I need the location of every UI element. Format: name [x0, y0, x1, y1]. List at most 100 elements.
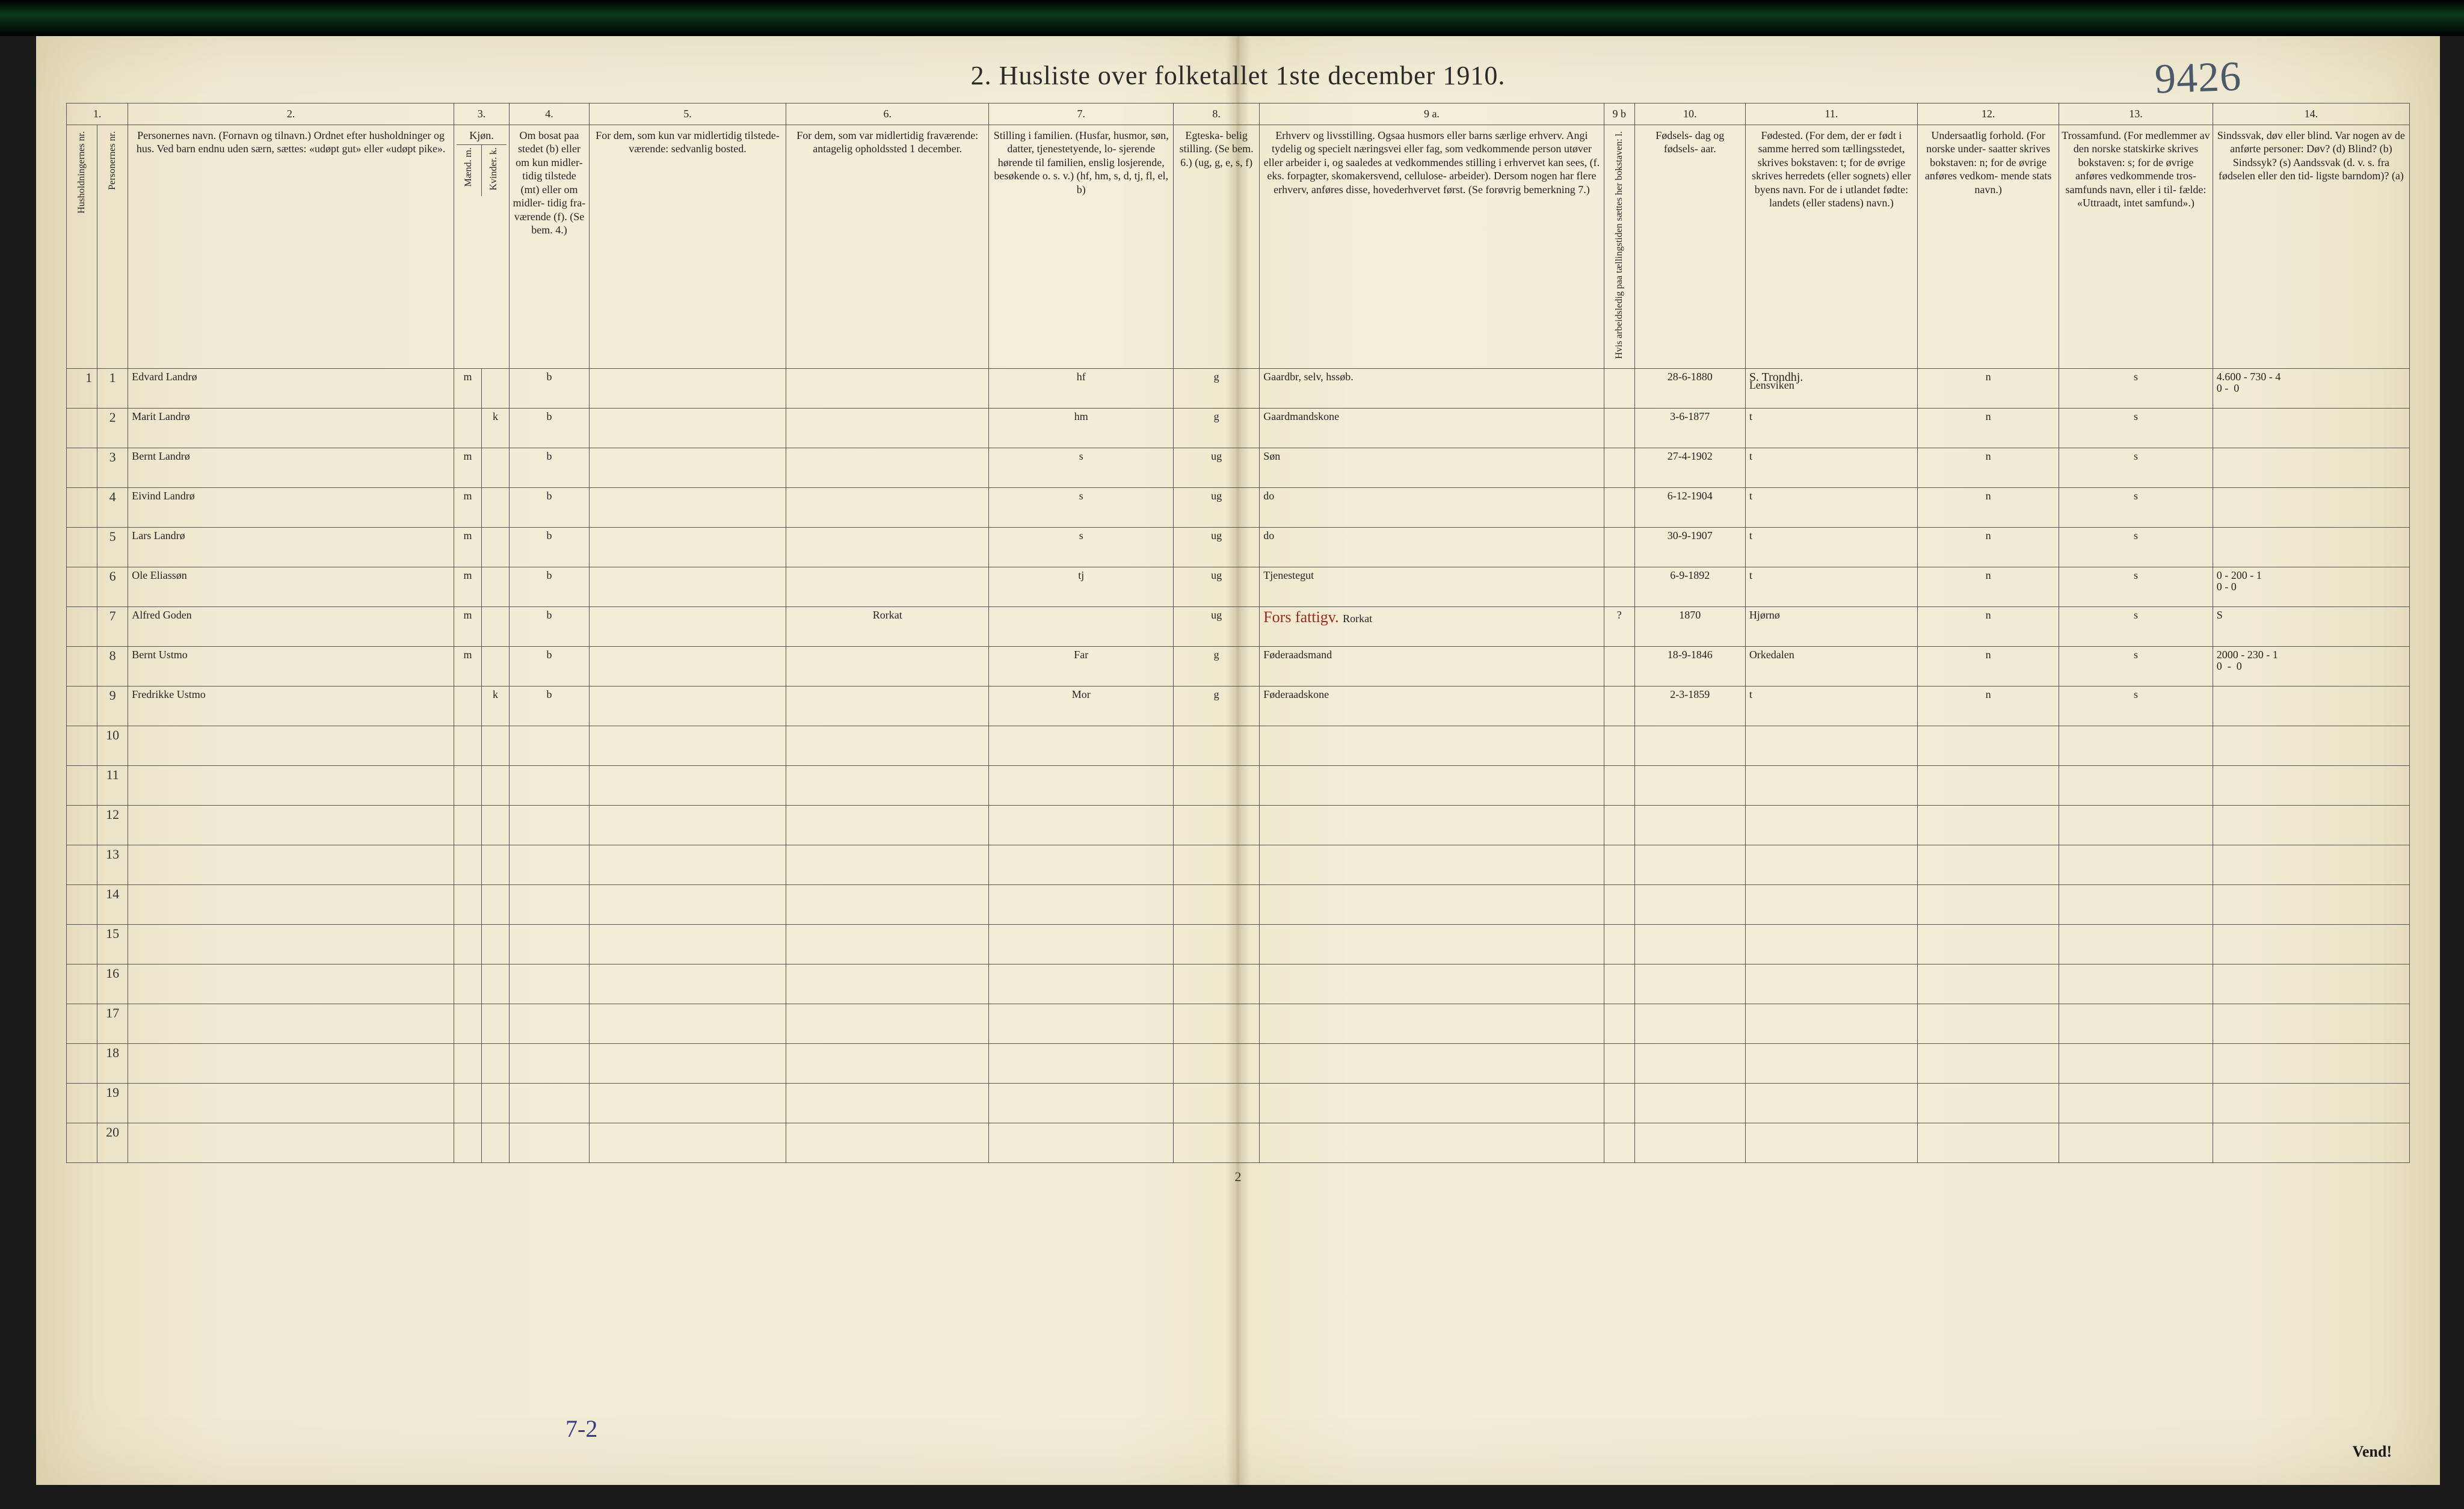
- empty-cell: [1918, 1043, 2059, 1083]
- cell-sex-m: m: [454, 606, 482, 646]
- table-row: 11Edvard LandrømbhfgGaardbr, selv, hssøb…: [67, 368, 2410, 408]
- empty-cell: [1604, 765, 1634, 805]
- cell-pn: 4: [97, 487, 128, 527]
- cell-sex-k: [482, 527, 510, 567]
- empty-cell: [128, 884, 454, 924]
- cell-dob: 1870: [1634, 606, 1745, 646]
- empty-cell: [1260, 1083, 1604, 1123]
- cell-res: b: [510, 408, 590, 448]
- empty-cell: [2059, 1083, 2213, 1123]
- hdr-nat: Undersaatlig forhold. (For norske under-…: [1918, 125, 2059, 368]
- empty-cell: [2213, 765, 2409, 805]
- empty-cell: [989, 1083, 1174, 1123]
- empty-cell: [1918, 924, 2059, 964]
- cell-name: Bernt Ustmo: [128, 646, 454, 686]
- empty-cell: 13: [97, 845, 128, 884]
- empty-cell: [1634, 924, 1745, 964]
- empty-cell: [989, 726, 1174, 765]
- empty-cell: [128, 1083, 454, 1123]
- colnum-11: 11.: [1745, 103, 1917, 125]
- empty-cell: [482, 765, 510, 805]
- empty-cell: [1918, 1083, 2059, 1123]
- empty-cell: [786, 1043, 989, 1083]
- cell-pn: 6: [97, 567, 128, 606]
- empty-cell: [1634, 726, 1745, 765]
- cell-rel: s: [2059, 686, 2213, 726]
- table-row: 12: [67, 805, 2410, 845]
- empty-cell: [1604, 1083, 1634, 1123]
- empty-cell: [510, 1123, 590, 1162]
- cell-occ: Tjenestegut: [1260, 567, 1604, 606]
- table-row: 16: [67, 964, 2410, 1004]
- cell-sex-m: m: [454, 527, 482, 567]
- empty-cell: [454, 1004, 482, 1043]
- cell-rel: s: [2059, 567, 2213, 606]
- cell-c6: [786, 448, 989, 487]
- empty-cell: [1918, 1123, 2059, 1162]
- empty-cell: [1634, 845, 1745, 884]
- empty-cell: [1260, 1123, 1604, 1162]
- empty-cell: [454, 726, 482, 765]
- empty-cell: [989, 765, 1174, 805]
- cell-fam: s: [989, 448, 1174, 487]
- empty-cell: [482, 1004, 510, 1043]
- empty-cell: [1918, 1004, 2059, 1043]
- cell-rel: s: [2059, 408, 2213, 448]
- cell-birthplace: t: [1745, 487, 1917, 527]
- empty-cell: [1634, 1123, 1745, 1162]
- empty-cell: [786, 1004, 989, 1043]
- empty-cell: [1604, 1043, 1634, 1083]
- cell-occ: Fors fattigv. Rorkat: [1260, 606, 1604, 646]
- empty-cell: [2059, 1004, 2213, 1043]
- empty-cell: [1604, 1123, 1634, 1162]
- empty-cell: [786, 1083, 989, 1123]
- cell-sex-k: [482, 606, 510, 646]
- empty-cell: [482, 924, 510, 964]
- empty-cell: 14: [97, 884, 128, 924]
- cell-pn: 2: [97, 408, 128, 448]
- cell-c5: [589, 487, 786, 527]
- empty-cell: [1604, 1004, 1634, 1043]
- cell-note: 2000 - 230 - 1 0 - 0: [2213, 646, 2409, 686]
- empty-cell: [1634, 1004, 1745, 1043]
- cell-rel: s: [2059, 487, 2213, 527]
- empty-cell: [1918, 964, 2059, 1004]
- empty-cell: [454, 1123, 482, 1162]
- cell-c5: [589, 646, 786, 686]
- cell-res: b: [510, 448, 590, 487]
- census-table: 1. 2. 3. 4. 5. 6. 7. 8. 9 a. 9 b 10. 11.…: [66, 103, 2410, 1163]
- cell-res: b: [510, 686, 590, 726]
- empty-cell: [1745, 805, 1917, 845]
- cell-pn: 3: [97, 448, 128, 487]
- hdr-sex-k: Kvinder. k.: [488, 145, 499, 193]
- cell-name: Marit Landrø: [128, 408, 454, 448]
- cell-name: Edvard Landrø: [128, 368, 454, 408]
- empty-cell: [1174, 1004, 1260, 1043]
- empty-cell: [1745, 1123, 1917, 1162]
- cell-c6: [786, 646, 989, 686]
- cell-hh: [67, 487, 97, 527]
- empty-cell: [1174, 765, 1260, 805]
- cell-res: b: [510, 368, 590, 408]
- table-row: 20: [67, 1123, 2410, 1162]
- cell-mar: g: [1174, 408, 1260, 448]
- table-row: 14: [67, 884, 2410, 924]
- cell-occ: Gaardbr, selv, hssøb.: [1260, 368, 1604, 408]
- empty-cell: [589, 765, 786, 805]
- cell-note: S: [2213, 606, 2409, 646]
- empty-cell: [589, 964, 786, 1004]
- table-row: 17: [67, 1004, 2410, 1043]
- cell-c5: [589, 448, 786, 487]
- empty-cell: [128, 1123, 454, 1162]
- cell-fam: [989, 606, 1174, 646]
- cell-pn: 1: [97, 368, 128, 408]
- cell-name: Eivind Landrø: [128, 487, 454, 527]
- empty-cell: [589, 924, 786, 964]
- cell-dob: 6-9-1892: [1634, 567, 1745, 606]
- colnum-2: 2.: [128, 103, 454, 125]
- empty-cell: [128, 805, 454, 845]
- cell-sex-k: k: [482, 408, 510, 448]
- empty-cell: [2059, 1123, 2213, 1162]
- cell-nat: n: [1918, 368, 2059, 408]
- hdr-fam: Stilling i familien. (Husfar, husmor, sø…: [989, 125, 1174, 368]
